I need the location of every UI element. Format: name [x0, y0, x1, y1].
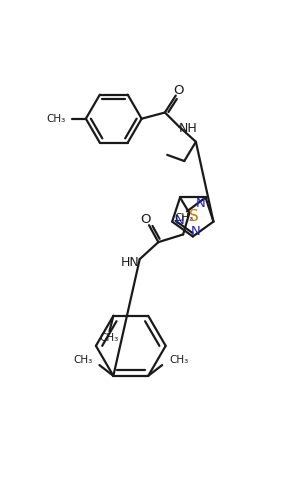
Text: N: N: [174, 213, 184, 227]
Text: CH₃: CH₃: [46, 114, 66, 124]
Text: CH₃: CH₃: [73, 355, 93, 365]
Text: O: O: [140, 212, 151, 226]
Text: N: N: [196, 197, 206, 210]
Text: HN: HN: [120, 256, 139, 269]
Text: S: S: [189, 209, 199, 224]
Text: CH₃: CH₃: [100, 333, 119, 343]
Text: O: O: [174, 84, 184, 97]
Text: N: N: [191, 225, 201, 238]
Text: CH₃: CH₃: [169, 355, 188, 365]
Text: CH₃: CH₃: [174, 212, 193, 223]
Text: NH: NH: [179, 122, 197, 135]
